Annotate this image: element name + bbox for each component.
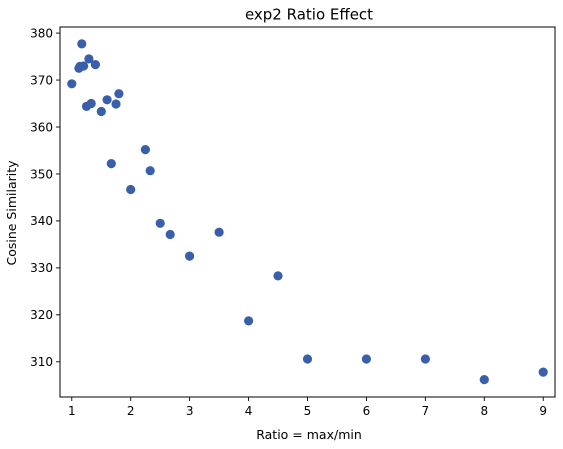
- x-tick-label: 7: [422, 404, 430, 418]
- x-tick-label: 3: [186, 404, 194, 418]
- x-tick-label: 2: [127, 404, 135, 418]
- y-tick-label: 380: [30, 26, 53, 40]
- x-tick-label: 6: [363, 404, 371, 418]
- y-tick-label: 350: [30, 167, 53, 181]
- data-point: [166, 230, 175, 239]
- data-point: [111, 99, 120, 108]
- data-point: [126, 185, 135, 194]
- x-axis-title: Ratio = max/min: [256, 427, 362, 442]
- y-tick-label: 340: [30, 214, 53, 228]
- x-tick-label: 4: [245, 404, 253, 418]
- data-point: [77, 39, 86, 48]
- chart-title: exp2 Ratio Effect: [245, 6, 373, 24]
- data-point: [103, 95, 112, 104]
- data-point: [539, 368, 548, 377]
- data-point: [215, 228, 224, 237]
- y-tick-label: 310: [30, 355, 53, 369]
- y-tick-label: 360: [30, 120, 53, 134]
- x-tick-label: 9: [539, 404, 547, 418]
- y-axis-title: Cosine Similarity: [4, 160, 19, 266]
- data-point: [141, 145, 150, 154]
- data-point: [273, 271, 282, 280]
- x-tick-label: 5: [304, 404, 312, 418]
- y-tick-label: 320: [30, 308, 53, 322]
- data-point: [91, 60, 100, 69]
- data-point: [156, 219, 165, 228]
- data-point: [421, 354, 430, 363]
- x-tick-label: 1: [68, 404, 76, 418]
- data-point: [107, 159, 116, 168]
- data-point: [146, 166, 155, 175]
- data-point: [97, 107, 106, 116]
- data-point: [303, 354, 312, 363]
- data-point: [480, 375, 489, 384]
- data-point: [244, 316, 253, 325]
- y-tick-label: 330: [30, 261, 53, 275]
- data-point: [185, 252, 194, 261]
- y-tick-label: 370: [30, 73, 53, 87]
- data-point: [67, 79, 76, 88]
- data-point: [362, 354, 371, 363]
- data-point: [87, 99, 96, 108]
- data-point: [114, 89, 123, 98]
- x-tick-label: 8: [480, 404, 488, 418]
